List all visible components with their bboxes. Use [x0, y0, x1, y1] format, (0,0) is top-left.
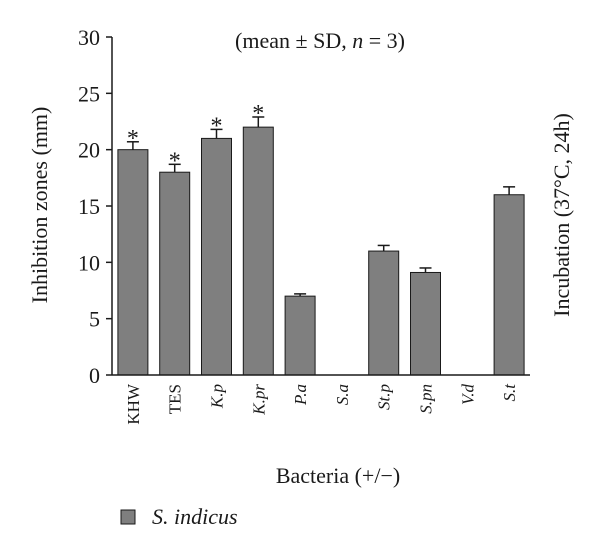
category-label: V.d [458, 384, 477, 405]
legend-label: S. indicus [152, 504, 238, 529]
y-tick-label: 10 [78, 250, 100, 275]
x-axis-title: Bacteria (+/−) [276, 463, 400, 488]
y-axis-ticks: 0 5 10 15 20 25 30 [78, 25, 112, 388]
legend-swatch [120, 509, 136, 525]
chart-title: (mean ± SD, n = 3) [235, 28, 405, 53]
svg-text:(mean ± SD, n = 3): (mean ± SD, n = 3) [235, 28, 405, 53]
category-label: St.p [375, 384, 394, 410]
bar-st [493, 194, 525, 376]
bar-stp [368, 250, 400, 376]
legend: S. indicus [120, 504, 238, 529]
error-bars [126, 116, 516, 297]
category-label: TES [166, 384, 185, 414]
category-label: P.a [291, 384, 310, 406]
significance-star: * [169, 148, 181, 174]
axes [111, 37, 530, 376]
category-label: K.p [208, 384, 227, 409]
y-tick-label: 15 [78, 194, 100, 219]
bar-tes [159, 171, 191, 376]
bar-khw [117, 149, 149, 376]
y-tick-label: 5 [89, 307, 100, 332]
significance-markers: * * * * [127, 101, 264, 174]
bars [117, 126, 525, 376]
significance-star: * [127, 126, 139, 152]
bar-spn [410, 271, 441, 376]
incubation-label: Incubation (37°C, 24h) [549, 113, 574, 317]
y-tick-label: 30 [78, 25, 100, 50]
y-tick-label: 20 [78, 138, 100, 163]
y-tick-label: 25 [78, 81, 100, 106]
category-label: K.pr [249, 384, 268, 416]
category-label: S.a [333, 384, 352, 405]
significance-star: * [211, 113, 223, 139]
category-label: S.pn [417, 384, 436, 414]
category-label: S.t [500, 383, 519, 402]
bar-kpr [242, 126, 274, 376]
significance-star: * [252, 101, 264, 127]
bar-kp [201, 137, 232, 376]
y-tick-label: 0 [89, 363, 100, 388]
category-labels: KHW TES K.p K.pr P.a S.a St.p S.pn V.d S.t [124, 383, 519, 425]
y-axis-title: Inhibition zones (mm) [27, 107, 52, 304]
category-label: KHW [124, 383, 143, 425]
bar-pa [284, 295, 316, 376]
